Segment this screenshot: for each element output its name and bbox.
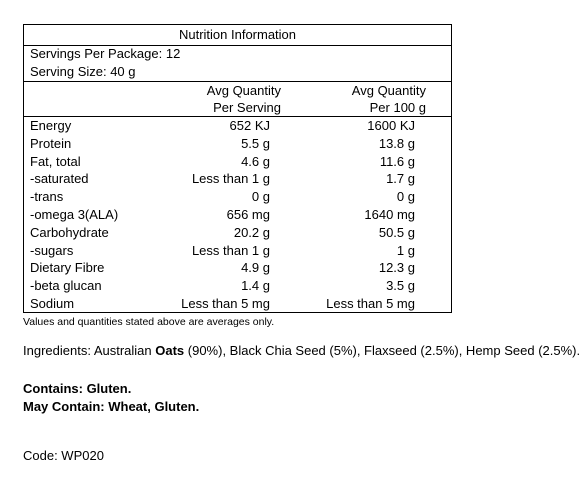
nutrient-per-100g: 1 g	[396, 242, 415, 258]
divider	[24, 45, 451, 46]
ingredients-prefix: Ingredients: Australian	[23, 343, 156, 358]
nutrient-per-100g: 11.6 g	[379, 153, 415, 169]
nutrient-row: Dietary Fibre 4.9 g 12.3 g	[24, 259, 451, 277]
nutrient-per-serving: 4.6 g	[241, 153, 270, 169]
nutrient-row: Sodium Less than 5 mg Less than 5 mg	[24, 295, 451, 313]
nutrient-per-100g: 1.7 g	[386, 171, 415, 187]
servings-per-package: Servings Per Package: 12	[30, 46, 181, 61]
may-contain-line: May Contain: Wheat, Gluten.	[23, 398, 199, 416]
column-header-line: Avg Quantity	[206, 83, 281, 98]
nutrient-per-serving: 4.9 g	[241, 260, 270, 276]
nutrient-per-100g: Less than 5 mg	[326, 296, 415, 311]
nutrient-per-100g: 1640 mg	[364, 207, 415, 222]
nutrient-row: Energy 652 KJ 1600 KJ	[24, 117, 451, 135]
nutrient-per-serving: Less than 5 mg	[181, 296, 270, 311]
contains-line: Contains: Gluten.	[23, 380, 131, 398]
nutrient-row: -trans 0 g 0 g	[24, 188, 451, 206]
may-contain-value: Wheat, Gluten.	[104, 399, 200, 414]
nutrient-per-100g: 0 g	[396, 189, 415, 205]
nutrient-row: -beta glucan 1.4 g 3.5 g	[24, 277, 451, 295]
nutrient-per-100g: 1600 KJ	[367, 118, 415, 133]
nutrient-row: -saturated Less than 1 g 1.7 g	[24, 170, 451, 188]
column-header-line: Avg Quantity	[351, 83, 426, 98]
column-header-line: Per 100 g	[369, 100, 426, 115]
serving-size: Serving Size: 40 g	[30, 64, 136, 79]
nutrient-row: -sugars Less than 1 g 1 g	[24, 242, 451, 260]
nutrient-name: -saturated	[30, 171, 89, 187]
nutrient-per-serving: 0 g	[251, 189, 270, 205]
nutrient-per-serving: 652 KJ	[229, 118, 270, 133]
product-code: Code: WP020	[23, 448, 104, 463]
nutrient-name: Sodium	[30, 296, 75, 311]
contains-value: Gluten.	[82, 381, 132, 396]
averages-note: Values and quantities stated above are a…	[23, 316, 275, 328]
nutrient-name: Carbohydrate	[30, 224, 109, 240]
nutrition-panel: Nutrition Information Servings Per Packa…	[23, 24, 452, 313]
nutrient-row: Fat, total 4.6 g 11.6 g	[24, 153, 451, 171]
ingredients-bold: Oats	[155, 343, 185, 358]
nutrient-per-100g: 3.5 g	[386, 278, 415, 294]
nutrition-title: Nutrition Information	[178, 27, 297, 42]
divider	[24, 81, 451, 82]
nutrient-per-100g: 13.8 g	[378, 135, 415, 151]
nutrient-name: -sugars	[30, 242, 74, 258]
nutrient-per-serving: 1.4 g	[241, 278, 270, 294]
nutrient-per-100g: 12.3 g	[378, 260, 415, 276]
contains-label: Contains:	[23, 381, 83, 396]
column-header-per-100g: Avg Quantity Per 100 g	[352, 82, 426, 116]
nutrient-per-serving: Less than 1 g	[191, 242, 270, 258]
divider	[24, 116, 451, 117]
nutrient-name: Protein	[30, 135, 72, 151]
nutrient-name: -beta glucan	[30, 278, 102, 294]
nutrient-per-serving: 5.5 g	[241, 135, 270, 151]
nutrient-name: Fat, total	[30, 153, 81, 169]
nutrient-name: -omega 3(ALA)	[30, 207, 119, 222]
may-contain-label: May Contain:	[23, 399, 105, 414]
nutrient-per-serving: Less than 1 g	[191, 171, 270, 187]
nutrient-row: -omega 3(ALA) 656 mg 1640 mg	[24, 206, 451, 224]
nutrient-name: Energy	[30, 118, 72, 133]
column-header-per-serving: Avg Quantity Per Serving	[207, 82, 281, 116]
nutrient-per-serving: 656 mg	[226, 207, 270, 222]
column-header-line: Per Serving	[213, 100, 281, 115]
nutrient-name: -trans	[30, 189, 64, 205]
ingredients-line: Ingredients: Australian Oats (90%), Blac…	[23, 342, 580, 360]
nutrient-row: Protein 5.5 g 13.8 g	[24, 135, 451, 153]
ingredients-suffix: (90%), Black Chia Seed (5%), Flaxseed (2…	[184, 343, 581, 358]
nutrient-per-serving: 20.2 g	[233, 224, 270, 240]
nutrient-row: Carbohydrate 20.2 g 50.5 g	[24, 224, 451, 242]
nutrient-name: Dietary Fibre	[30, 260, 105, 276]
nutrient-per-100g: 50.5 g	[378, 224, 415, 240]
